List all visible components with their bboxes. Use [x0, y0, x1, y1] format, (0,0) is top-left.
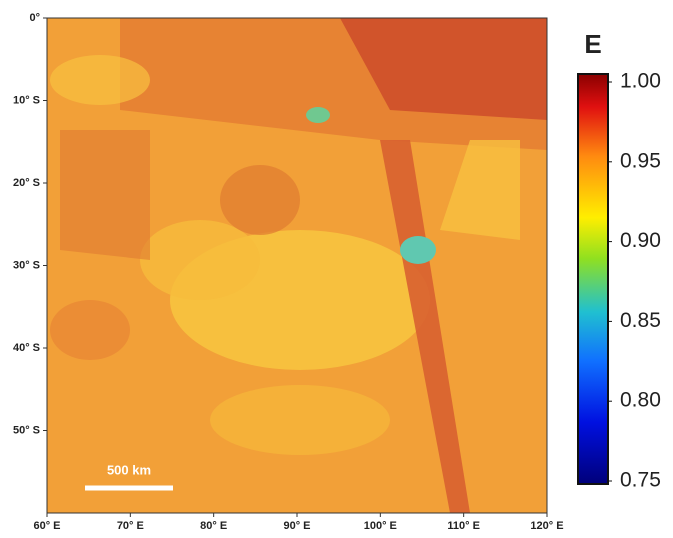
y-tick-label: 50° S [13, 424, 40, 436]
x-tick-label: 80° E [200, 520, 227, 532]
x-tick-label: 120° E [530, 520, 563, 532]
colorbar-tick-label: 0.90 [620, 229, 661, 252]
colorbar-title: E [584, 29, 601, 59]
colorbar-tick-label: 1.00 [620, 70, 661, 93]
y-tick-label: 0° [29, 12, 40, 24]
x-tick-label: 70° E [117, 520, 144, 532]
scale-label: 500 km [107, 462, 151, 477]
y-tick-label: 10° S [13, 94, 40, 106]
colorbar-tick-label: 0.85 [620, 309, 661, 332]
x-tick-label: 100° E [364, 520, 397, 532]
y-tick-label: 20° S [13, 177, 40, 189]
map-image [47, 18, 547, 513]
colorbar [577, 73, 609, 485]
x-tick-label: 60° E [33, 520, 60, 532]
colorbar-tick-label: 0.75 [620, 469, 661, 492]
y-tick-label: 30° S [13, 259, 40, 271]
colorbar-tick-label: 0.80 [620, 389, 661, 412]
x-tick-label: 90° E [283, 520, 310, 532]
y-tick-label: 40° S [13, 342, 40, 354]
colorbar-tick-label: 0.95 [620, 149, 661, 172]
x-tick-label: 110° E [447, 520, 480, 532]
